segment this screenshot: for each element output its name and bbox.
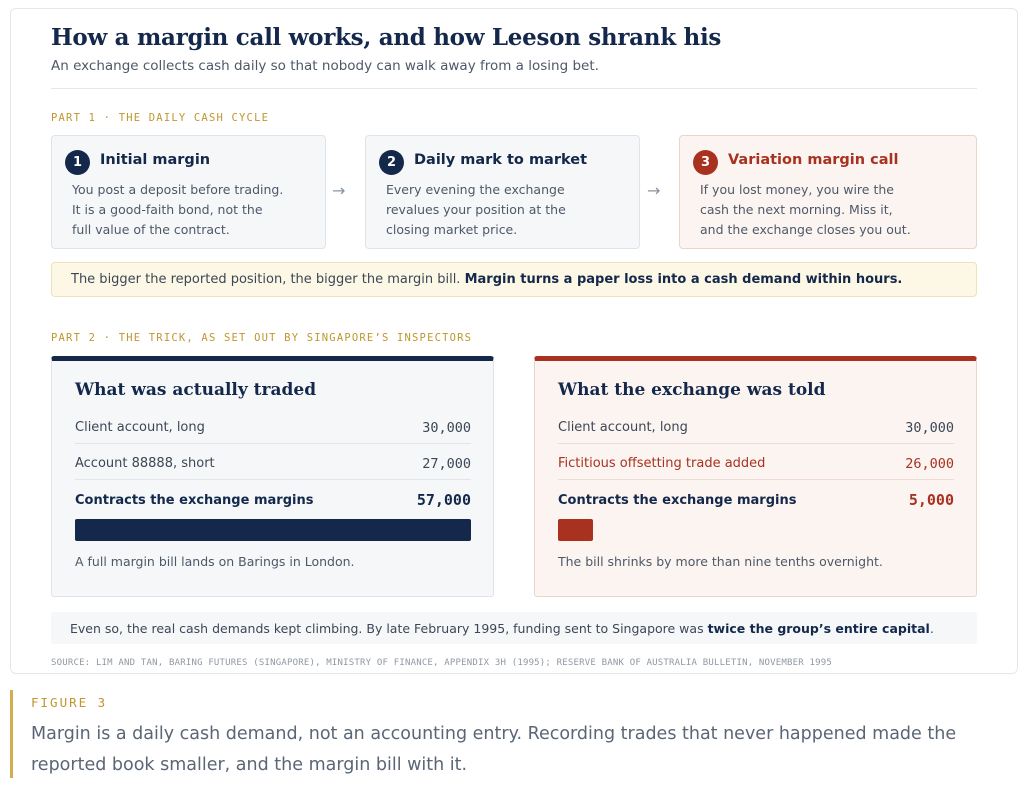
step-heading: Daily mark to market [414,152,588,168]
fictitious-trade-row: Fictitious offsetting trade added 26,000 [558,456,954,472]
step-text-line: and the exchange closes you out. [700,222,911,237]
panel-heading: What was actually traded [75,380,317,400]
figure-label: FIGURE 3 [31,695,108,710]
caption-accent-bar [10,690,13,778]
step-heading: Variation margin call [728,152,899,168]
position-row: Client account, long 30,000 [558,420,954,436]
panel-footnote: A full margin bill lands on Barings in L… [75,554,355,569]
panel-heading: What the exchange was told [558,380,826,400]
row-label: Client account, long [558,420,688,435]
callout-emphasis: Margin turns a paper loss into a cash de… [464,272,903,287]
row-divider [75,479,471,480]
step-number: 1 [65,150,90,175]
total-value: 57,000 [416,491,471,509]
margin-bar-actual [75,519,471,541]
callout-text: The bigger the reported position, the bi… [71,272,465,287]
total-row: Contracts the exchange margins 57,000 [75,491,471,509]
row-value: 26,000 [905,456,954,472]
step-text-line: cash the next morning. Miss it, [700,202,893,217]
figure-caption: Margin is a daily cash demand, not an ac… [31,724,957,775]
step-mark-to-market: 2 Daily mark to market Every evening the… [365,135,640,249]
row-divider [558,443,954,444]
total-label: Contracts the exchange margins [558,493,797,508]
step-variation-margin-call: 3 Variation margin call If you lost mone… [679,135,977,249]
step-text-line: revalues your position at the [386,202,566,217]
reported-trades-panel: What the exchange was told Client accoun… [534,356,977,597]
row-divider [75,443,471,444]
position-row: Account 88888, short 27,000 [75,456,471,472]
arrow-right-icon: → [647,181,661,200]
part1-label: PART 1 · THE DAILY CASH CYCLE [51,112,270,124]
step-initial-margin: 1 Initial margin You post a deposit befo… [51,135,326,249]
step-heading: Initial margin [100,152,211,168]
step-text-line: closing market price. [386,222,518,237]
row-label: Client account, long [75,420,205,435]
row-value: 30,000 [905,420,954,436]
step-text-line: It is a good-faith bond, not the [72,202,263,217]
note-text: Even so, the real cash demands kept clim… [70,621,708,636]
row-value: 30,000 [422,420,471,436]
arrow-right-icon: → [332,181,346,200]
margin-callout: The bigger the reported position, the bi… [51,262,977,297]
margin-bar-reported [558,519,593,541]
page-subtitle: An exchange collects cash daily so that … [51,58,599,74]
title-divider [51,88,977,89]
source-line: SOURCE: LIM AND TAN, BARING FUTURES (SIN… [51,658,832,668]
note-emphasis: twice the group’s entire capital [707,621,930,636]
step-number: 2 [379,150,404,175]
actual-trades-panel: What was actually traded Client account,… [51,356,494,597]
step-number: 3 [693,150,718,175]
row-divider [558,479,954,480]
total-label: Contracts the exchange margins [75,493,314,508]
step-text-line: You post a deposit before trading. [72,182,284,197]
total-row: Contracts the exchange margins 5,000 [558,491,954,509]
note-end: . [929,621,934,636]
step-text-line: If you lost money, you wire the [700,182,894,197]
page-title: How a margin call works, and how Leeson … [51,24,722,51]
part2-label: PART 2 · THE TRICK, AS SET OUT BY SINGAP… [51,332,473,344]
row-value: 27,000 [422,456,471,472]
total-value: 5,000 [908,491,954,509]
funding-note: Even so, the real cash demands kept clim… [51,612,977,644]
row-label: Fictitious offsetting trade added [558,456,766,471]
panel-footnote: The bill shrinks by more than nine tenth… [558,554,883,569]
position-row: Client account, long 30,000 [75,420,471,436]
row-label: Account 88888, short [75,456,215,471]
step-text-line: Every evening the exchange [386,182,565,197]
step-text-line: full value of the contract. [72,222,230,237]
